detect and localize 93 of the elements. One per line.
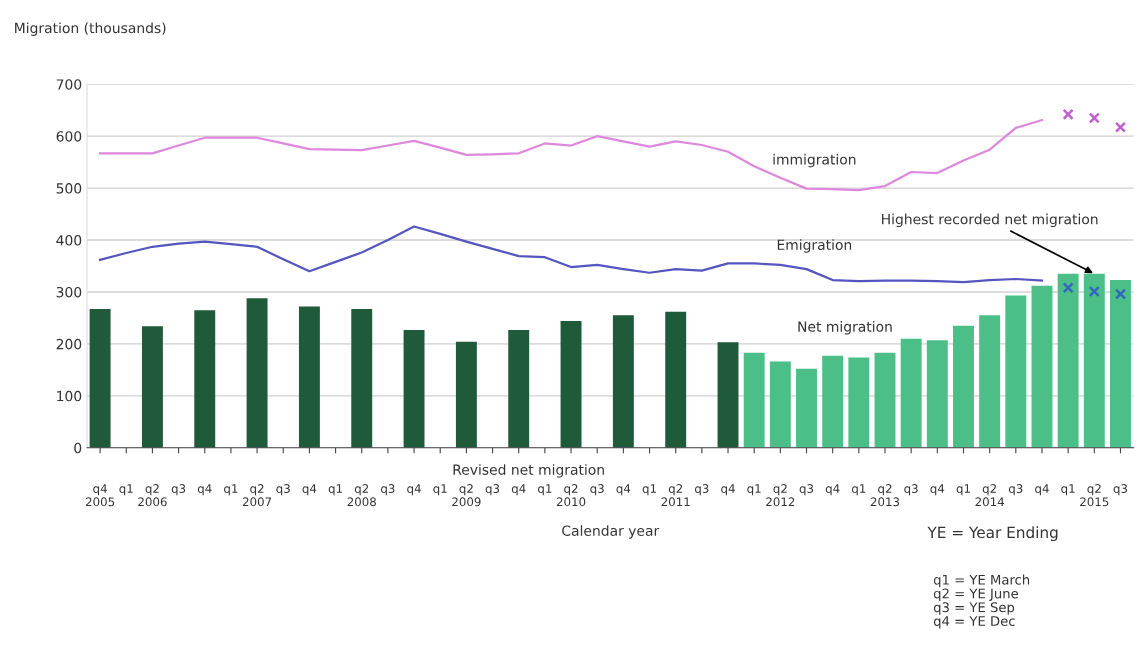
x-tick-label: q2 2006	[138, 484, 167, 507]
x-tick-label: q4	[1035, 484, 1049, 496]
x-tick-label: q2 2010	[556, 484, 586, 507]
point	[1088, 112, 1100, 124]
x-tick-label: q4 2005	[85, 484, 115, 507]
x-tick-label: q2 2011	[661, 484, 690, 507]
x-tick-label: q4	[197, 484, 212, 496]
bar	[246, 298, 268, 448]
series-label: immigration	[773, 153, 856, 168]
bar	[769, 361, 791, 448]
y-tick-label: 500	[56, 183, 82, 194]
y-tick-label: 300	[56, 286, 82, 298]
point	[1088, 285, 1100, 298]
x-tick-label: q1	[433, 484, 447, 496]
bar	[455, 341, 477, 448]
bar	[194, 310, 216, 448]
x-tick-label: q3	[1113, 484, 1128, 496]
bar	[874, 352, 896, 448]
point	[1062, 282, 1074, 294]
x-tick-label: q3	[799, 484, 814, 496]
x-tick-label: q2 2013	[870, 484, 900, 507]
text: YE = Year Ending	[927, 526, 1058, 542]
x-tick-label: q3	[276, 484, 290, 496]
bar	[1005, 295, 1027, 448]
bar	[900, 338, 922, 448]
x-tick-label: q2 2008	[347, 484, 376, 507]
x-tick-label: q1	[642, 484, 656, 496]
bar	[1110, 280, 1131, 448]
x-tick-label: q4	[407, 484, 421, 496]
y-axis-title: Migration (thousands)	[15, 22, 166, 36]
bar	[508, 329, 530, 448]
bar	[351, 309, 373, 448]
x-tick-label: q4	[616, 484, 631, 496]
x-tick-label: q4	[302, 484, 317, 496]
x-tick-label: q2 2007	[242, 484, 272, 507]
x-tick-label: q3	[695, 484, 709, 496]
point	[1114, 121, 1127, 133]
x-tick-label: q3	[1008, 484, 1023, 496]
bar	[717, 342, 739, 448]
line-series	[98, 225, 1044, 284]
y-tick-label: 700	[56, 79, 82, 90]
bar	[612, 315, 634, 448]
x-tick-label: q1	[538, 484, 552, 496]
bar	[1083, 273, 1105, 448]
bar	[665, 311, 687, 448]
x-tick-label: q2 2014	[975, 484, 1005, 507]
x-tick-label: q1	[956, 484, 970, 496]
x-tick-label: q1	[851, 484, 866, 496]
bar	[743, 352, 765, 448]
series-label: Revised net migration	[453, 464, 604, 478]
bar	[403, 329, 425, 448]
bar	[298, 306, 320, 448]
x-tick-label: q1	[1061, 484, 1075, 496]
annotation: Highest recorded net migration	[882, 213, 1098, 228]
point	[1062, 108, 1074, 120]
x-tick-label: q1	[747, 484, 761, 496]
x-axis-title: Calendar year	[562, 525, 660, 539]
x-tick-label: q2 2015	[1080, 484, 1109, 507]
bar	[822, 355, 844, 448]
point	[1114, 288, 1127, 300]
series-label: Emigration	[777, 239, 852, 253]
bar	[926, 340, 948, 448]
x-tick-label: q3	[381, 484, 395, 496]
bar	[848, 357, 870, 448]
series-label: Net migration	[798, 321, 892, 335]
x-tick-label: q2 2012	[766, 484, 795, 507]
bar	[1031, 285, 1053, 448]
x-tick-label: q3	[485, 484, 500, 496]
bar	[953, 325, 974, 448]
y-tick-label: 200	[56, 338, 82, 350]
y-tick-label: 400	[56, 235, 82, 246]
line-series	[98, 118, 1044, 192]
x-tick-label: q3	[171, 484, 186, 496]
x-tick-label: q2 2009	[452, 484, 481, 507]
bar	[796, 368, 817, 448]
x-tick-label: q1	[119, 484, 133, 496]
x-tick-label: q4	[721, 484, 735, 496]
bar	[560, 321, 582, 448]
x-tick-label: q1	[224, 484, 238, 496]
bar	[979, 315, 1001, 448]
x-tick-label: q3	[904, 484, 918, 496]
bar	[141, 326, 163, 448]
text: q1 = YE March q2 = YE June q3 = YE Sep q4 = YE Dec	[933, 574, 1030, 629]
bar	[1057, 273, 1079, 448]
y-tick-label: 100	[57, 390, 82, 402]
x-tick-label: q1	[328, 484, 342, 496]
x-tick-label: q4	[825, 484, 840, 496]
x-tick-label: q4	[930, 484, 945, 496]
x-tick-label: q4	[511, 484, 526, 496]
bar	[89, 309, 111, 448]
x-tick-label: q3	[590, 484, 604, 496]
y-tick-label: 0	[74, 442, 82, 454]
y-tick-label: 600	[56, 131, 82, 142]
